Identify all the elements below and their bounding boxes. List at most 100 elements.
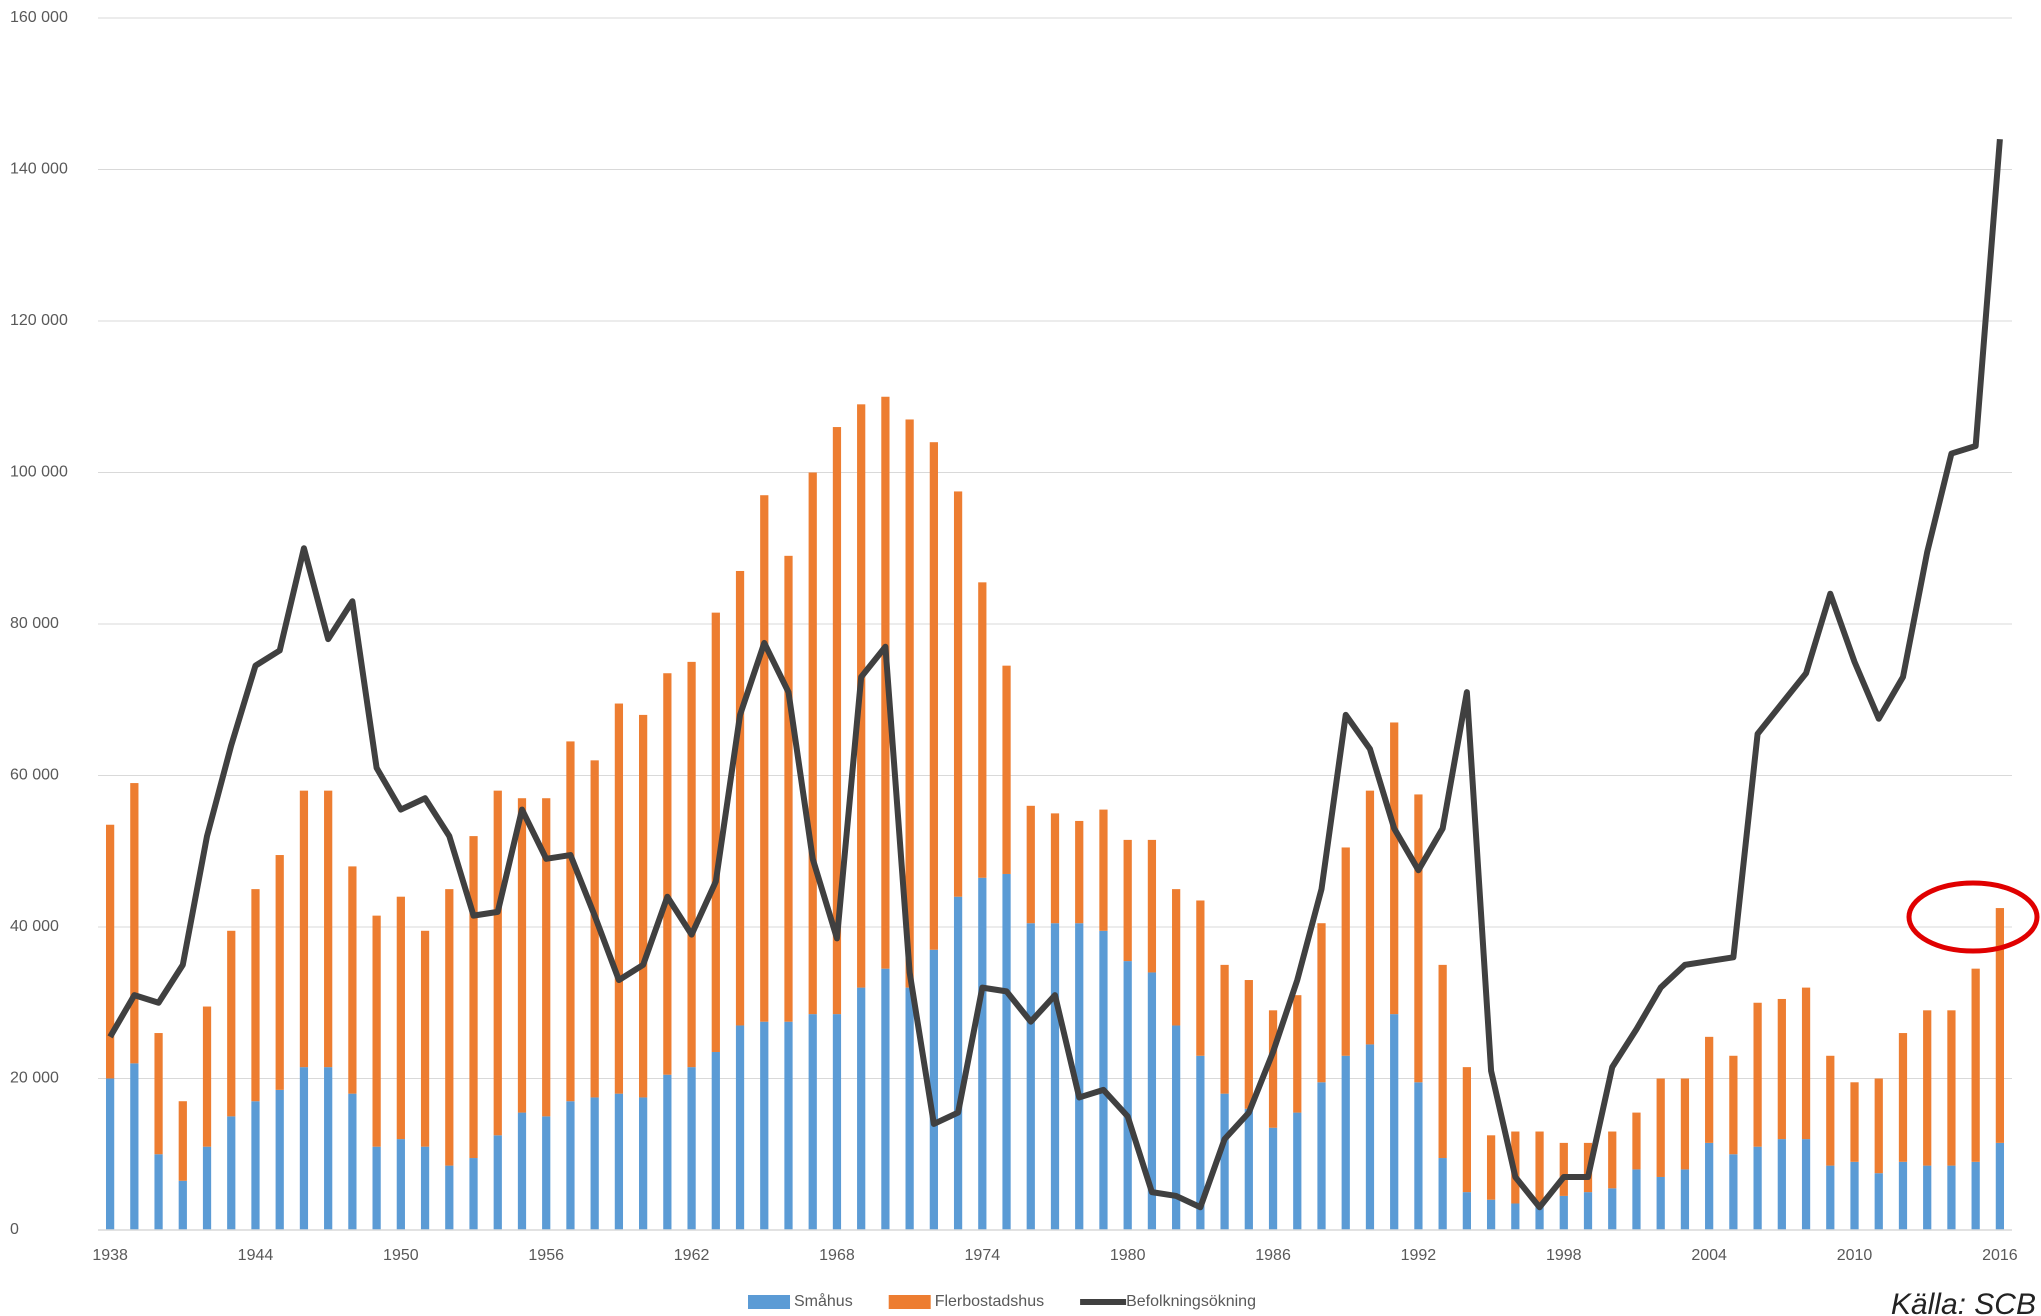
line <box>107 138 2003 1211</box>
bar <box>1705 1036 1714 1143</box>
bar <box>1753 1002 1762 1147</box>
bar <box>372 1146 381 1230</box>
bar <box>1099 930 1108 1230</box>
bar <box>1050 813 1060 924</box>
bar <box>1583 1192 1593 1230</box>
bar <box>1850 1161 1859 1230</box>
bar <box>566 741 575 1102</box>
bar <box>1608 1131 1617 1189</box>
bar <box>1050 923 1060 1230</box>
bar <box>639 714 648 1098</box>
bar <box>154 1033 163 1155</box>
bar <box>1462 1067 1471 1193</box>
bar <box>542 798 551 1117</box>
bar <box>1196 1055 1205 1230</box>
bar <box>1438 964 1447 1159</box>
bar <box>808 472 817 1015</box>
bar <box>1026 923 1035 1230</box>
x-tick-label: 1974 <box>965 1247 1001 1264</box>
legend-swatch <box>748 1295 790 1309</box>
bar <box>1729 1154 1738 1230</box>
bar <box>348 1093 357 1230</box>
bar <box>227 1116 236 1230</box>
x-tick-label: 1986 <box>1255 1247 1291 1264</box>
bar <box>566 1101 575 1230</box>
bar <box>130 783 139 1064</box>
bar <box>832 427 842 1015</box>
y-tick-label: 40 000 <box>10 918 59 935</box>
bar <box>1898 1033 1908 1162</box>
bar <box>1341 847 1350 1056</box>
bar <box>687 661 696 1068</box>
bar <box>251 1101 260 1230</box>
bar <box>1462 1192 1471 1230</box>
bar <box>105 1078 115 1230</box>
bar <box>1390 722 1399 1015</box>
bar <box>1801 987 1811 1140</box>
x-tick-label: 2010 <box>1837 1247 1873 1264</box>
bar <box>1317 1082 1326 1230</box>
bar <box>324 790 333 1068</box>
x-tick-label: 1950 <box>383 1247 419 1264</box>
x-tick-label: 1962 <box>674 1247 710 1264</box>
y-tick-label: 160 000 <box>10 9 68 26</box>
bar <box>1656 1176 1665 1230</box>
bar <box>1172 889 1181 1026</box>
bar <box>905 987 914 1230</box>
bar <box>1874 1078 1883 1174</box>
bar <box>1971 968 1980 1162</box>
y-tick-label: 0 <box>10 1221 19 1238</box>
bar <box>1075 923 1084 1230</box>
bar <box>1317 923 1326 1083</box>
bar <box>905 419 914 988</box>
bar <box>178 1180 187 1230</box>
bar <box>445 1165 454 1230</box>
legend-swatch <box>888 1295 931 1309</box>
bar <box>1486 1135 1496 1200</box>
bar <box>1826 1055 1835 1166</box>
bar <box>396 896 405 1140</box>
bar <box>953 491 963 897</box>
bar <box>396 1139 405 1230</box>
bar <box>227 930 236 1117</box>
bar <box>1535 1203 1544 1230</box>
bar <box>202 1006 212 1147</box>
bar <box>1777 1139 1786 1230</box>
bar <box>1123 839 1132 962</box>
bar <box>1995 1142 2005 1230</box>
bar <box>1099 809 1108 931</box>
bar <box>1486 1199 1496 1230</box>
bar <box>1123 961 1132 1230</box>
bar <box>1608 1188 1617 1230</box>
bar <box>1656 1078 1665 1177</box>
legend-label: Småhus <box>794 1292 853 1310</box>
bar <box>1559 1195 1568 1230</box>
bar <box>517 1112 527 1230</box>
bar <box>1995 908 2005 1143</box>
bar <box>542 1116 551 1230</box>
bar <box>687 1067 696 1230</box>
bar <box>832 1014 842 1230</box>
bar <box>469 1158 478 1230</box>
bar <box>929 949 938 1230</box>
bar <box>1898 1161 1908 1230</box>
bar <box>1850 1082 1859 1162</box>
bar <box>590 760 599 1098</box>
bar <box>1438 1158 1447 1230</box>
bar <box>735 1025 745 1230</box>
bar <box>299 790 309 1068</box>
bar <box>881 968 890 1230</box>
x-tick-label: 1980 <box>1110 1247 1146 1264</box>
bar <box>663 673 672 1075</box>
legend-label: Flerbostadshus <box>935 1293 1044 1310</box>
bar <box>1923 1165 1932 1230</box>
bar <box>178 1101 187 1181</box>
y-tick-label: 140 000 <box>10 161 68 178</box>
y-tick-label: 60 000 <box>10 767 59 784</box>
bar <box>1777 998 1786 1140</box>
bar <box>590 1097 599 1230</box>
bar <box>1923 1010 1932 1166</box>
bar <box>1390 1014 1399 1230</box>
bar <box>202 1146 212 1230</box>
